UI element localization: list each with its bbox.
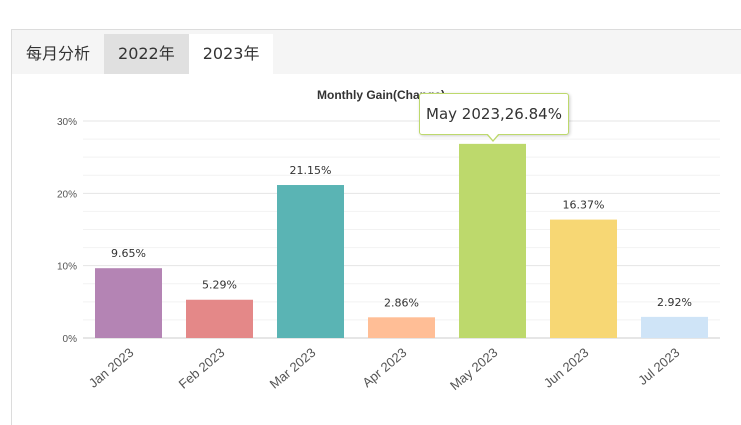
bar[interactable]	[277, 185, 344, 338]
bar[interactable]	[186, 299, 253, 338]
data-label: 16.37%	[563, 199, 605, 212]
monthly-analysis-panel: 每月分析 2022年 2023年	[11, 29, 741, 425]
tab-2022[interactable]: 2022年	[104, 34, 189, 74]
x-tick-label: Jun 2023	[541, 345, 592, 391]
tab-bar: 每月分析 2022年 2023年	[12, 30, 274, 74]
bar[interactable]	[550, 219, 617, 338]
x-tick-label: Jan 2023	[86, 345, 137, 391]
bar[interactable]	[95, 268, 162, 338]
x-tick-label: May 2023	[447, 345, 500, 393]
y-tick-label: 20%	[57, 189, 77, 200]
chart-title: Monthly Gain(Change)	[317, 88, 445, 102]
chart-area	[12, 74, 741, 425]
bar[interactable]	[641, 316, 708, 338]
data-label: 5.29%	[202, 279, 237, 292]
data-label: 21.15%	[290, 164, 332, 177]
data-label: 2.92%	[657, 296, 692, 309]
x-tick-label: Jul 2023	[635, 345, 682, 388]
data-label: 9.65%	[111, 247, 146, 260]
tab-2023[interactable]: 2023年	[188, 34, 274, 74]
bar[interactable]	[459, 143, 526, 338]
bar[interactable]	[368, 317, 435, 338]
x-tick-label: Mar 2023	[267, 345, 319, 392]
data-label: 2.86%	[384, 296, 419, 309]
y-tick-label: 0%	[63, 334, 78, 345]
x-tick-label: Apr 2023	[359, 345, 409, 390]
tooltip-arrow	[486, 133, 500, 142]
tab-bar-label: 每月分析	[26, 44, 91, 63]
y-tick-label: 10%	[57, 262, 77, 273]
x-tick-label: Feb 2023	[176, 345, 228, 392]
y-tick-label: 30%	[57, 117, 77, 128]
bar-tooltip: May 2023,26.84%	[419, 93, 569, 135]
